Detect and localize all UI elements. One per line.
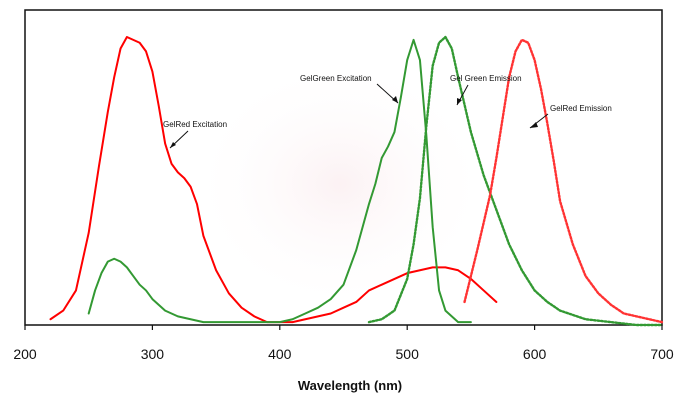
x-axis: 200 300 400 500 600 700 bbox=[13, 325, 674, 362]
annotation-gelgreen-excitation: GelGreen Excitation bbox=[300, 74, 399, 104]
series-line-3 bbox=[463, 38, 664, 324]
annotation-gelgreen-emission: Gel Green Emission bbox=[450, 74, 522, 106]
annotation-arrowhead bbox=[170, 142, 176, 148]
annotation-arrowhead bbox=[530, 122, 538, 128]
x-axis-title: Wavelength (nm) bbox=[298, 378, 402, 393]
annotation-arrowhead bbox=[392, 96, 398, 103]
x-tick-label: 200 bbox=[13, 346, 37, 362]
plot-frame bbox=[24, 9, 663, 326]
annotation-label: GelRed Emission bbox=[550, 104, 612, 113]
annotation-gelred-excitation: GelRed Excitation bbox=[163, 120, 227, 149]
annotation-gelred-emission: GelRed Emission bbox=[529, 104, 612, 129]
annotation-label: GelRed Excitation bbox=[163, 120, 227, 129]
series-layer bbox=[49, 35, 664, 327]
series-line-0 bbox=[49, 36, 498, 324]
x-tick-label: 600 bbox=[523, 346, 547, 362]
x-tick-label: 400 bbox=[268, 346, 292, 362]
x-tick-label: 700 bbox=[650, 346, 674, 362]
annotation-label: Gel Green Emission bbox=[450, 74, 522, 83]
series-line-2 bbox=[367, 35, 664, 327]
watermark-shape bbox=[150, 40, 530, 360]
series-line-1 bbox=[87, 38, 472, 324]
x-tick-label: 300 bbox=[141, 346, 165, 362]
annotation-label: GelGreen Excitation bbox=[300, 74, 372, 83]
x-tick-label: 500 bbox=[396, 346, 420, 362]
annotation-arrowhead bbox=[457, 98, 462, 105]
